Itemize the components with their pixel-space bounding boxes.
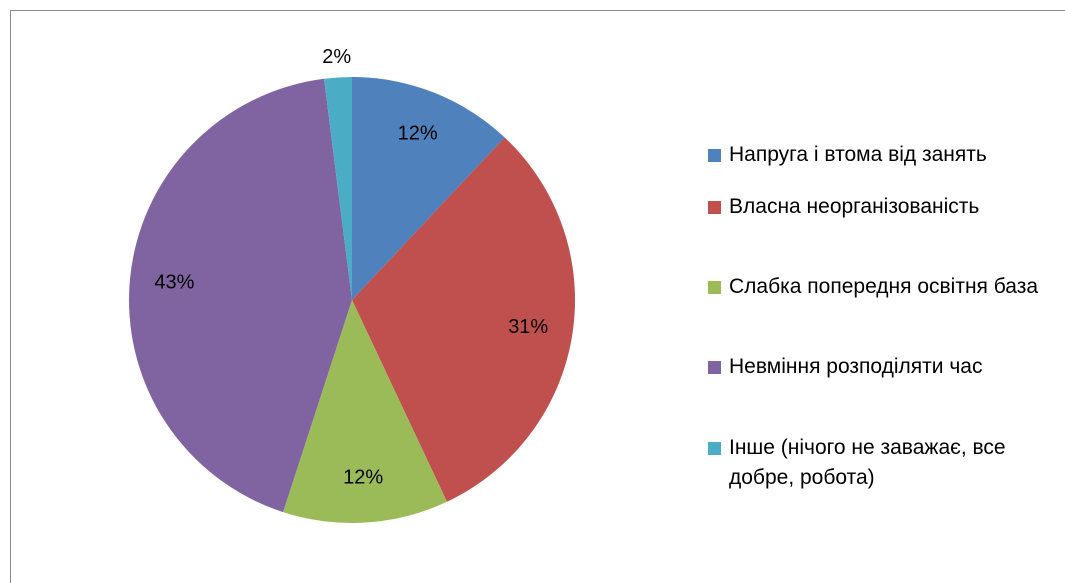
legend-item: Напруга і втома від занять (708, 140, 1064, 170)
legend-swatch (708, 361, 721, 374)
legend-item: Слабка попередня освітня база (708, 272, 1064, 302)
legend-swatch (708, 281, 721, 294)
legend-item: Власна неорганізованість (708, 192, 1064, 222)
pie-slice (352, 77, 505, 300)
pie-slice (283, 300, 447, 523)
legend-label: Інше (нічого не заважає, все добре, робо… (729, 436, 1006, 489)
data-label: 31% (508, 316, 548, 338)
legend-item: Інше (нічого не заважає, все добре, робо… (708, 433, 1064, 493)
legend-swatch (708, 201, 721, 214)
pie-slice (352, 137, 575, 502)
legend-item: Невміння розподіляти час (708, 352, 1064, 382)
data-label: 12% (398, 122, 438, 144)
pie-slice (324, 77, 352, 300)
chart-border (10, 10, 1065, 583)
legend-label: Напруга і втома від занять (729, 143, 987, 166)
data-label: 43% (154, 271, 194, 293)
legend-label: Власна неорганізованість (729, 195, 980, 218)
legend-swatch (708, 442, 721, 455)
data-label: 2% (322, 46, 351, 68)
legend-label: Слабка попередня освітня база (729, 275, 1039, 298)
legend-label: Невміння розподіляти час (729, 355, 983, 378)
pie-slice (128, 78, 352, 513)
data-label: 12% (343, 466, 383, 488)
legend-swatch (708, 149, 721, 162)
